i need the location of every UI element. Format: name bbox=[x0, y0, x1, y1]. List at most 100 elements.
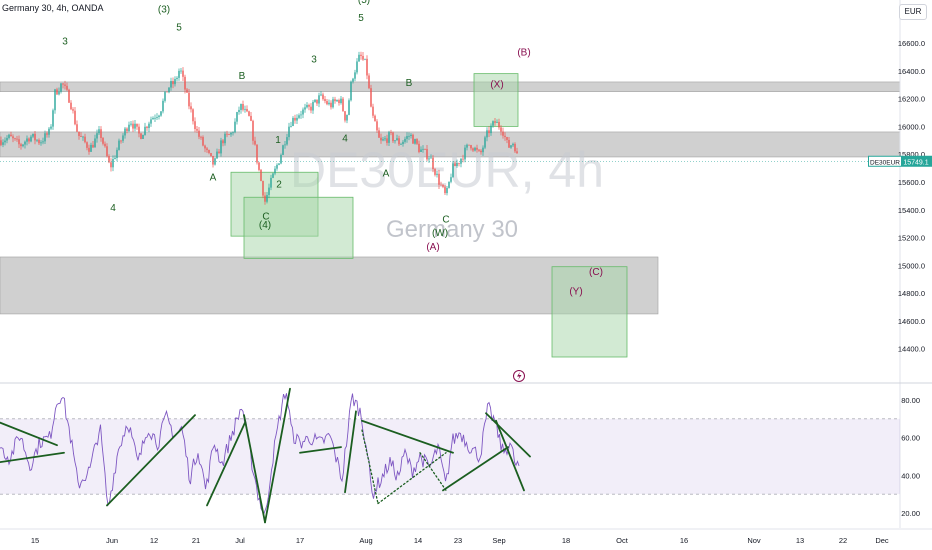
candle-body bbox=[294, 117, 296, 121]
candle-body bbox=[100, 129, 102, 139]
candle-body bbox=[448, 181, 450, 188]
time-tick-label: 16 bbox=[680, 536, 688, 545]
candle-body bbox=[468, 144, 470, 146]
wave-label: (Y) bbox=[569, 286, 582, 297]
candle-body bbox=[126, 128, 128, 132]
rsi-trendline bbox=[485, 412, 531, 458]
wave-label: C bbox=[442, 214, 449, 225]
candle-body bbox=[280, 154, 282, 164]
candle-body bbox=[162, 100, 164, 112]
candle-body bbox=[278, 163, 280, 165]
candle-body bbox=[148, 123, 150, 129]
candle-body bbox=[414, 139, 416, 144]
candle-body bbox=[406, 136, 408, 139]
candle-body bbox=[10, 134, 12, 137]
candle-body bbox=[454, 163, 456, 167]
candle-body bbox=[218, 151, 220, 154]
wave-label: (4) bbox=[259, 220, 271, 231]
candle-body bbox=[30, 136, 32, 142]
candle-body bbox=[68, 89, 70, 103]
lightning-icon[interactable] bbox=[513, 370, 525, 382]
candle-body bbox=[322, 94, 324, 100]
candle-body bbox=[482, 147, 484, 153]
candle-body bbox=[230, 132, 232, 135]
candle-body bbox=[476, 147, 478, 150]
time-tick-label: 17 bbox=[296, 536, 304, 545]
candles bbox=[0, 51, 518, 205]
candle-body bbox=[362, 55, 364, 60]
price-tick-label: 16600.0 bbox=[898, 39, 925, 48]
candle-body bbox=[194, 121, 196, 130]
candle-body bbox=[350, 81, 352, 101]
candle-body bbox=[38, 139, 40, 144]
candle-body bbox=[256, 144, 258, 163]
candle-body bbox=[408, 135, 410, 137]
candle-body bbox=[312, 101, 314, 111]
wave-label: (A) bbox=[426, 242, 439, 253]
rsi-trendline bbox=[0, 421, 58, 447]
candle-body bbox=[166, 91, 168, 93]
candle-body bbox=[334, 99, 336, 102]
target-box-4 bbox=[551, 266, 628, 358]
candle-body bbox=[502, 131, 504, 136]
currency-button[interactable]: EUR bbox=[899, 4, 927, 20]
candle-body bbox=[462, 158, 464, 160]
time-tick-label: Sep bbox=[492, 536, 505, 545]
candle-body bbox=[102, 138, 104, 144]
candle-body bbox=[86, 142, 88, 148]
time-tick-label: 15 bbox=[31, 536, 39, 545]
candle-body bbox=[386, 138, 388, 143]
candle-body bbox=[342, 98, 344, 112]
candle-body bbox=[82, 136, 84, 138]
candle-body bbox=[98, 129, 100, 134]
time-tick-label: Dec bbox=[875, 536, 889, 545]
price-tick-label: 16000.0 bbox=[898, 122, 925, 131]
candle-body bbox=[510, 145, 512, 148]
candle-body bbox=[20, 144, 22, 147]
candle-body bbox=[270, 177, 272, 188]
candle-body bbox=[512, 143, 514, 146]
price-tick-label: 15800.0 bbox=[898, 150, 925, 159]
candle-body bbox=[196, 129, 198, 131]
candle-body bbox=[28, 138, 30, 142]
candle-body bbox=[142, 134, 144, 139]
candle-body bbox=[60, 83, 62, 92]
candle-body bbox=[182, 70, 184, 77]
candle-body bbox=[22, 144, 24, 147]
candle-body bbox=[508, 139, 510, 148]
wave-label: B bbox=[239, 71, 246, 82]
candle-body bbox=[352, 78, 354, 82]
candle-body bbox=[338, 100, 340, 104]
candle-body bbox=[186, 89, 188, 93]
candle-body bbox=[170, 81, 172, 88]
candle-body bbox=[252, 120, 254, 141]
candle-body bbox=[168, 87, 170, 93]
candle-body bbox=[188, 92, 190, 107]
candle-body bbox=[206, 148, 208, 151]
wave-label: 5 bbox=[176, 23, 182, 34]
candle-body bbox=[172, 81, 174, 85]
candle-body bbox=[266, 194, 268, 202]
candle-body bbox=[404, 138, 406, 142]
time-tick-label: Jul bbox=[235, 536, 245, 545]
candle-body bbox=[6, 137, 8, 141]
candle-body bbox=[158, 115, 160, 118]
rsi-trendline bbox=[0, 451, 65, 464]
candle-body bbox=[132, 123, 134, 129]
candle-body bbox=[514, 143, 516, 152]
time-tick-label: 12 bbox=[150, 536, 158, 545]
candle-body bbox=[238, 109, 240, 113]
candle-body bbox=[298, 115, 300, 118]
price-tick-label: 15200.0 bbox=[898, 234, 925, 243]
rsi-trendline bbox=[243, 414, 266, 524]
candle-body bbox=[442, 184, 444, 187]
candle-body bbox=[378, 130, 380, 138]
candle-body bbox=[240, 103, 242, 110]
candle-body bbox=[62, 83, 64, 85]
candle-body bbox=[412, 134, 414, 144]
candle-body bbox=[232, 132, 234, 134]
candle-body bbox=[398, 138, 400, 145]
wave-label: A bbox=[383, 168, 390, 179]
candle-body bbox=[498, 121, 500, 128]
